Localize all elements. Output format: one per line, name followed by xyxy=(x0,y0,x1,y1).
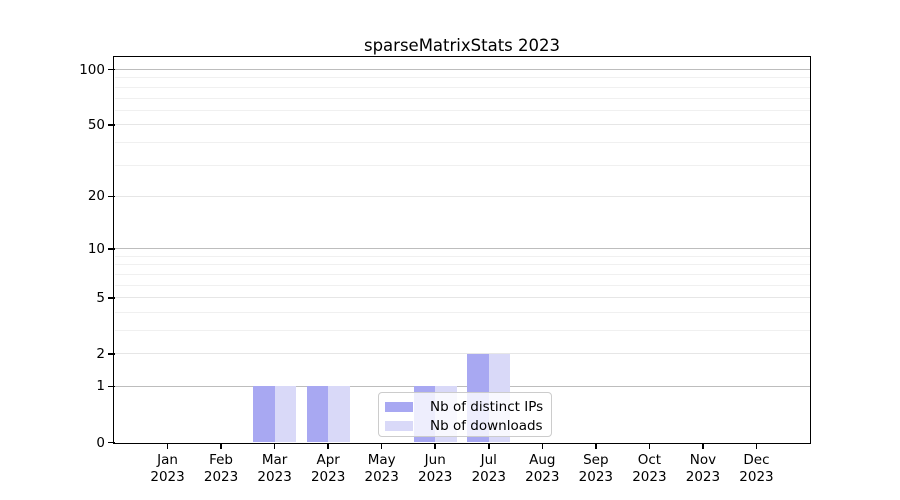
x-tick-mark xyxy=(434,443,437,449)
y-tick-mark xyxy=(108,352,115,355)
x-tick-year: 2023 xyxy=(150,468,185,485)
legend: Nb of distinct IPs Nb of downloads xyxy=(378,392,552,437)
x-tick-label: Mar 2023 xyxy=(257,452,292,485)
y-tick-mark xyxy=(108,123,115,126)
bar-distinct-ips xyxy=(253,386,275,443)
x-tick-label: Oct 2023 xyxy=(632,452,667,485)
gridline-minor xyxy=(114,86,810,88)
x-tick-mark xyxy=(166,443,169,449)
y-tick-mark xyxy=(108,247,115,250)
y-tick-label: 20 xyxy=(87,188,105,205)
x-tick-year: 2023 xyxy=(364,468,399,485)
gridline-minor xyxy=(114,77,810,79)
gridline-major xyxy=(114,195,810,197)
x-tick-mark xyxy=(595,443,597,449)
x-tick-year: 2023 xyxy=(578,468,614,485)
x-tick-mark xyxy=(702,443,704,449)
x-tick-mark xyxy=(487,443,490,449)
gridline-major xyxy=(114,353,810,355)
legend-label-distinct-ips: Nb of distinct IPs xyxy=(430,399,544,416)
gridline-minor xyxy=(114,329,810,331)
x-tick-year: 2023 xyxy=(203,468,239,485)
x-tick-label: Dec 2023 xyxy=(739,452,774,485)
y-tick-label: 100 xyxy=(79,61,105,78)
gridline-minor xyxy=(114,284,810,286)
x-tick-mark xyxy=(755,443,758,449)
x-tick-mark xyxy=(273,443,276,449)
gridline-minor xyxy=(114,141,810,143)
gridline-minor xyxy=(114,97,810,99)
gridline-minor xyxy=(114,264,810,266)
gridline-major xyxy=(114,69,810,71)
gridline-minor xyxy=(114,109,810,111)
x-tick-year: 2023 xyxy=(257,468,292,485)
x-tick-year: 2023 xyxy=(418,468,453,485)
y-tick-label: 2 xyxy=(96,345,105,362)
x-tick-mark xyxy=(327,443,329,449)
x-tick-year: 2023 xyxy=(310,468,346,485)
y-tick-label: 50 xyxy=(87,116,105,133)
y-tick-mark xyxy=(108,296,115,299)
y-tick-label: 1 xyxy=(96,378,105,395)
bar-downloads xyxy=(274,386,296,443)
gridline-minor xyxy=(114,273,810,275)
x-tick-label: May 2023 xyxy=(364,452,399,485)
x-tick-year: 2023 xyxy=(632,468,667,485)
x-tick-mark xyxy=(220,443,222,449)
y-tick-mark xyxy=(108,195,115,198)
gridline-major xyxy=(114,297,810,299)
x-tick-year: 2023 xyxy=(685,468,721,485)
y-tick-mark xyxy=(108,68,115,71)
legend-item-distinct-ips: Nb of distinct IPs xyxy=(379,398,551,417)
gridline-minor xyxy=(114,311,810,313)
y-tick-label: 5 xyxy=(96,289,105,306)
x-tick-label: Sep 2023 xyxy=(578,452,614,485)
legend-label-downloads: Nb of downloads xyxy=(430,417,543,434)
bar-distinct-ips xyxy=(306,386,329,443)
gridline-major xyxy=(114,385,810,387)
y-tick-label: 10 xyxy=(87,240,105,257)
gridline-major xyxy=(114,248,810,250)
legend-swatch-distinct-ips xyxy=(385,402,413,413)
gridline-major xyxy=(114,124,810,126)
y-tick-label: 0 xyxy=(96,434,105,451)
x-tick-mark xyxy=(541,443,544,449)
x-tick-year: 2023 xyxy=(471,468,506,485)
y-tick-mark xyxy=(108,385,115,388)
legend-swatch-downloads xyxy=(385,420,413,431)
bar-downloads xyxy=(328,386,350,443)
x-tick-label: Jun 2023 xyxy=(418,452,453,485)
x-tick-label: Aug 2023 xyxy=(525,452,560,485)
x-tick-label: Jul 2023 xyxy=(471,452,506,485)
x-tick-mark xyxy=(380,443,383,449)
gridline-minor xyxy=(114,164,810,166)
x-tick-label: Jan 2023 xyxy=(150,452,185,485)
x-tick-year: 2023 xyxy=(739,468,774,485)
x-tick-label: Apr 2023 xyxy=(310,452,346,485)
x-tick-label: Nov 2023 xyxy=(685,452,721,485)
x-tick-year: 2023 xyxy=(525,468,560,485)
chart-title: sparseMatrixStats 2023 xyxy=(363,36,561,55)
legend-item-downloads: Nb of downloads xyxy=(379,417,551,436)
y-tick-mark xyxy=(108,441,115,444)
x-tick-label: Feb 2023 xyxy=(203,452,239,485)
gridline-minor xyxy=(114,255,810,257)
x-tick-mark xyxy=(648,443,651,449)
